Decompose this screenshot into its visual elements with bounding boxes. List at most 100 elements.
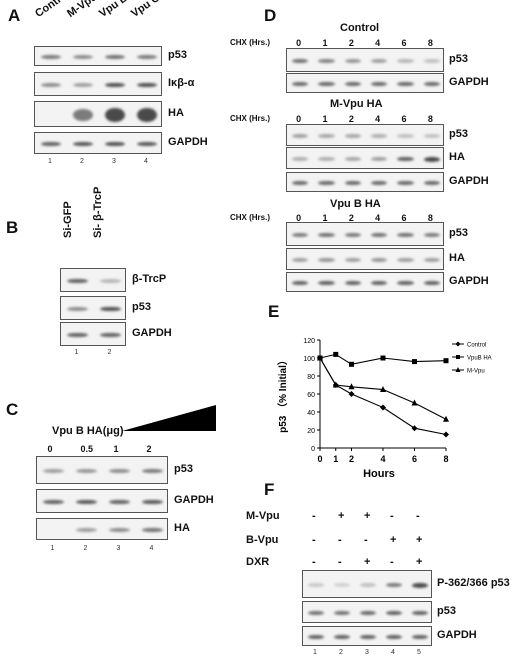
dose-label: 0.5 bbox=[80, 444, 94, 454]
blot-band bbox=[292, 232, 309, 238]
blot-strip bbox=[286, 48, 444, 72]
blot-band bbox=[100, 306, 121, 312]
blot-strip bbox=[60, 268, 126, 292]
legend-marker bbox=[455, 341, 461, 347]
data-point bbox=[380, 386, 386, 392]
blot-strip bbox=[36, 489, 168, 513]
condition-sign: - bbox=[390, 556, 394, 568]
blot-band bbox=[359, 634, 377, 640]
blot-band bbox=[318, 280, 335, 286]
blot-band bbox=[109, 499, 130, 505]
data-point bbox=[349, 361, 354, 367]
blot-band bbox=[397, 59, 414, 63]
blot-band bbox=[344, 157, 361, 161]
panel-letter-c: C bbox=[6, 400, 19, 419]
time-label: 8 bbox=[427, 38, 433, 48]
condition-sign: - bbox=[390, 510, 394, 522]
time-label: 0 bbox=[296, 213, 302, 223]
blot-band bbox=[344, 81, 361, 87]
blot-band bbox=[307, 610, 325, 616]
blot-band bbox=[292, 280, 309, 286]
blot-strip bbox=[34, 101, 162, 127]
blot-strip bbox=[34, 46, 162, 66]
y-tick-label: 0 bbox=[311, 446, 315, 453]
y-tick-label: 40 bbox=[307, 410, 315, 417]
blot-band bbox=[344, 280, 361, 286]
time-label: 4 bbox=[375, 114, 381, 124]
condition-sign: + bbox=[338, 510, 345, 522]
data-point bbox=[380, 355, 386, 361]
blot-strip bbox=[286, 222, 444, 246]
dose-gradient-triangle bbox=[122, 405, 216, 431]
blot-band bbox=[73, 54, 93, 60]
blot-band bbox=[307, 634, 325, 640]
x-axis-label: Hours bbox=[363, 468, 395, 478]
blot-band bbox=[423, 134, 440, 138]
lane-number: 4 bbox=[149, 545, 154, 552]
series-line-control bbox=[319, 357, 447, 436]
blot-band bbox=[73, 141, 93, 147]
row-label: HA bbox=[168, 107, 184, 119]
lane-number: 2 bbox=[339, 649, 343, 656]
row-label: GAPDH bbox=[437, 629, 477, 641]
time-label: 2 bbox=[348, 213, 354, 223]
lane-number: 5 bbox=[417, 649, 421, 656]
panel-letter-e: E bbox=[268, 302, 280, 321]
blot-band bbox=[105, 108, 125, 122]
lane-number: 3 bbox=[365, 649, 369, 656]
blot-band bbox=[137, 141, 157, 147]
time-label: 8 bbox=[427, 114, 433, 124]
row-label: p53 bbox=[168, 49, 187, 61]
panel-c-title: Vpu B HA(μg) bbox=[52, 425, 124, 437]
series-line-m-vpu bbox=[319, 357, 447, 420]
y-tick-label: 100 bbox=[303, 356, 315, 363]
blot-strip bbox=[34, 72, 162, 96]
blot-band bbox=[318, 134, 335, 138]
row-label: p53 bbox=[449, 128, 468, 140]
panel-letter-b: B bbox=[6, 218, 19, 237]
data-point bbox=[333, 351, 339, 357]
blot-band bbox=[423, 258, 440, 262]
condition-sign: + bbox=[416, 534, 423, 546]
blot-strip bbox=[286, 248, 444, 270]
blot-band bbox=[371, 59, 388, 63]
legend-entry: Control bbox=[467, 343, 486, 349]
blot-band bbox=[397, 258, 414, 262]
blot-group-title: Control bbox=[340, 22, 380, 34]
data-point bbox=[348, 391, 355, 397]
blot-band bbox=[371, 257, 388, 263]
blot-band bbox=[105, 82, 125, 88]
time-label: 1 bbox=[322, 38, 328, 48]
blot-band bbox=[397, 134, 414, 138]
lane-number: 4 bbox=[144, 158, 148, 165]
blot-strip bbox=[302, 601, 432, 623]
blot-band bbox=[371, 134, 388, 138]
panel-letter-f: F bbox=[264, 480, 275, 499]
blot-band bbox=[73, 108, 93, 122]
x-tick-label: 8 bbox=[443, 454, 448, 464]
data-point bbox=[411, 425, 418, 432]
blot-strip bbox=[34, 132, 162, 154]
time-label: 2 bbox=[348, 114, 354, 124]
x-tick-label: 1 bbox=[333, 454, 338, 464]
p53-decay-line-chart: 0 20 40 60 80 100 120 0 1 2 4 6 8 Hours p53 （% Initial… bbox=[276, 338, 492, 478]
blot-band bbox=[67, 332, 88, 338]
condition-sign: - bbox=[338, 556, 342, 568]
blot-band bbox=[318, 180, 335, 186]
blot-band bbox=[76, 499, 97, 505]
blot-band bbox=[411, 582, 429, 588]
condition-sign: + bbox=[390, 534, 397, 546]
blot-band bbox=[344, 232, 361, 238]
lane-number: 3 bbox=[112, 158, 116, 165]
y-tick-label: 20 bbox=[307, 428, 315, 435]
blot-band bbox=[76, 528, 97, 532]
blot-strip bbox=[286, 124, 444, 146]
series-line-vpub-ha bbox=[319, 353, 447, 365]
blot-band bbox=[385, 610, 403, 616]
blot-band bbox=[359, 610, 377, 616]
blot-band bbox=[292, 81, 309, 87]
data-point bbox=[411, 399, 418, 406]
data-point bbox=[443, 415, 449, 422]
lane-number: 2 bbox=[80, 158, 84, 165]
time-label: 1 bbox=[322, 213, 328, 223]
